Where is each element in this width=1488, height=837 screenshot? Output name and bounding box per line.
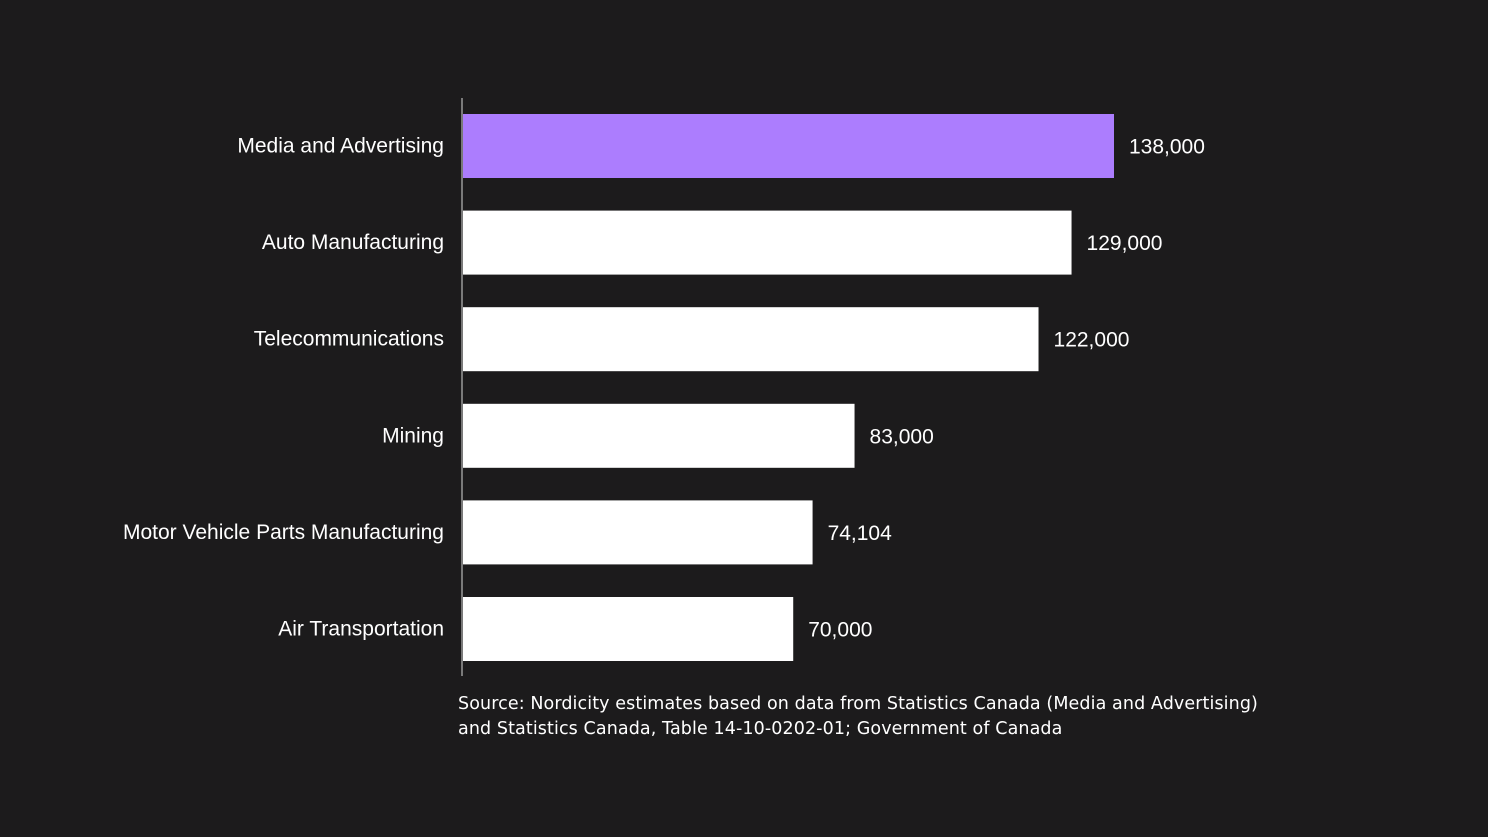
bar-air-transportation: [463, 597, 794, 661]
bar-media-and-advertising: [463, 114, 1114, 178]
category-label-air-transportation: Air Transportation: [278, 618, 444, 641]
category-label-auto-manufacturing: Auto Manufacturing: [262, 231, 444, 254]
bar-telecommunications: [463, 307, 1039, 372]
bar-auto-manufacturing: [463, 210, 1072, 275]
category-label-media-and-advertising: Media and Advertising: [237, 135, 444, 158]
category-label-motor-vehicle-parts-manufacturing: Motor Vehicle Parts Manufacturing: [123, 521, 444, 544]
source-line-1: Source: Nordicity estimates based on dat…: [458, 694, 1258, 714]
value-labels: 138,000 129,000 122,000 83,000 74,104 70,000: [808, 136, 1205, 642]
bar-mining: [463, 403, 855, 468]
source-note: Source: Nordicity estimates based on dat…: [458, 692, 1358, 742]
value-label-air-transportation: 70,000: [808, 619, 872, 642]
value-label-media-and-advertising: 138,000: [1129, 136, 1205, 159]
value-label-mining: 83,000: [870, 425, 934, 448]
value-label-motor-vehicle-parts-manufacturing: 74,104: [828, 522, 893, 545]
category-label-telecommunications: Telecommunications: [254, 328, 444, 351]
category-labels: Media and Advertising Auto Manufacturing T…: [123, 135, 444, 641]
value-label-auto-manufacturing: 129,000: [1087, 232, 1163, 255]
value-label-telecommunications: 122,000: [1054, 329, 1130, 352]
category-label-mining: Mining: [382, 424, 444, 447]
bars-group: [463, 114, 1114, 661]
bar-motor-vehicle-parts-manufacturing: [463, 500, 813, 565]
source-line-2: and Statistics Canada, Table 14-10-0202-…: [458, 719, 1063, 739]
